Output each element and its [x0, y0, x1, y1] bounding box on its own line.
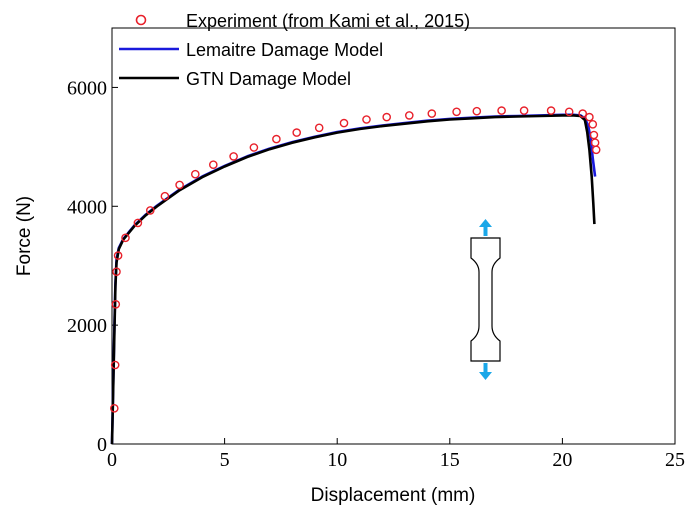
- plot-area: [111, 27, 676, 445]
- experiment-point: [590, 138, 600, 147]
- series-layer: [110, 106, 601, 445]
- experiment-point: [382, 112, 392, 122]
- experiment-point: [564, 107, 574, 117]
- experiment-point: [272, 134, 281, 144]
- experiment-point: [110, 360, 120, 370]
- legend-marker-experiment: [135, 14, 147, 26]
- series-line-2: [110, 114, 596, 445]
- legend-label-experiment: Experiment (from Kami et al., 2015): [186, 11, 470, 31]
- x-tick-label: 25: [665, 449, 685, 471]
- experiment-point: [110, 403, 119, 413]
- x-axis-ticks: 0 5 10 15 20 25: [107, 438, 685, 471]
- experiment-point: [190, 169, 200, 179]
- x-axis-label: Displacement (mm): [311, 485, 476, 506]
- dogbone-specimen-icon: [470, 219, 501, 380]
- experiment-point: [121, 233, 130, 243]
- tension-arrow-down-icon: [479, 363, 492, 380]
- experiment-point: [362, 115, 371, 124]
- experiment-point: [452, 107, 461, 117]
- experiment-point: [404, 111, 414, 120]
- experiment-point: [588, 120, 598, 129]
- experiment-point: [546, 106, 556, 115]
- experiment-point: [589, 130, 599, 140]
- experiment-point: [112, 267, 121, 277]
- legend-label-lemaitre: Lemaitre Damage Model: [186, 40, 383, 60]
- x-tick-label: 0: [107, 449, 117, 471]
- y-tick-label: 2000: [67, 315, 107, 337]
- x-tick-label: 15: [440, 449, 460, 471]
- experiment-point: [292, 128, 302, 137]
- experiment-point: [578, 109, 588, 118]
- tension-arrow-up-icon: [479, 219, 492, 236]
- y-tick-label: 0: [97, 434, 107, 456]
- experiment-point: [133, 218, 143, 228]
- y-tick-label: 6000: [67, 77, 107, 99]
- experiment-point: [339, 118, 349, 128]
- x-tick-label: 5: [220, 449, 230, 471]
- y-axis-ticks: 0 2000 4000 6000: [67, 77, 118, 456]
- experiment-point: [160, 191, 170, 201]
- experiment-point: [314, 123, 324, 133]
- experiment-point: [113, 251, 123, 260]
- x-tick-label: 20: [552, 449, 572, 471]
- experiment-point: [111, 299, 121, 309]
- y-axis-label: Force (N): [14, 196, 35, 276]
- experiment-point: [519, 106, 529, 115]
- specimen-outline: [470, 237, 501, 362]
- experiment-point: [497, 106, 506, 115]
- series-line-1: [110, 113, 597, 445]
- y-tick-label: 4000: [67, 196, 107, 218]
- experiment-point: [472, 106, 482, 116]
- experiment-point: [591, 145, 601, 155]
- x-tick-label: 10: [327, 449, 347, 471]
- experiment-point: [585, 112, 594, 122]
- experiment-point: [249, 143, 259, 152]
- experiment-point: [208, 160, 218, 169]
- experiment-point: [145, 206, 155, 215]
- experiment-point: [229, 152, 238, 161]
- legend-label-gtn: GTN Damage Model: [186, 69, 351, 89]
- experiment-point: [175, 180, 184, 190]
- legend: Experiment (from Kami et al., 2015) Lema…: [119, 11, 470, 89]
- experiment-point: [427, 109, 437, 118]
- plot-frame: [111, 27, 676, 445]
